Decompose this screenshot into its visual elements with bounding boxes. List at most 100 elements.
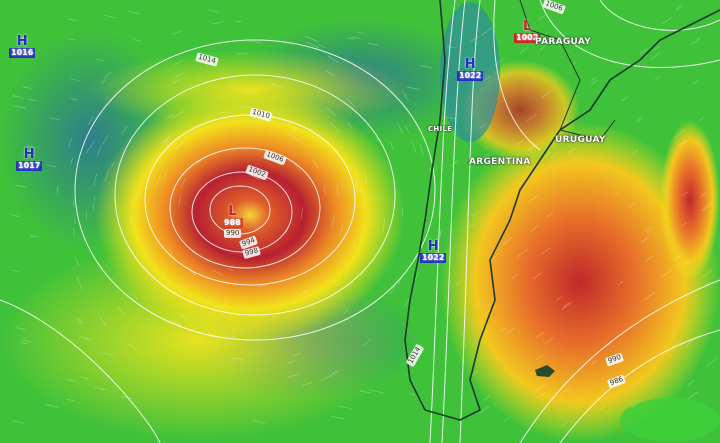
wind-streak (500, 327, 507, 332)
wind-streak (319, 44, 326, 49)
wind-streak (674, 129, 686, 138)
wind-streak (415, 270, 420, 280)
wind-streak (674, 255, 681, 261)
wind-streak (28, 98, 37, 102)
wind-streak (472, 370, 479, 376)
wind-streak (121, 396, 133, 399)
wind-streak (188, 268, 196, 276)
wind-streak (390, 284, 396, 295)
pressure-value: 1022 (420, 253, 447, 263)
wind-streak (644, 292, 655, 301)
wind-streak (327, 55, 339, 63)
wind-streak (96, 146, 102, 156)
wind-streak (196, 157, 204, 164)
border-paraguay (519, 0, 581, 131)
wind-streak (305, 35, 319, 42)
wind-streak (338, 405, 351, 409)
wind-streak (287, 374, 300, 378)
wind-streak (674, 5, 682, 12)
wind-streak (103, 352, 115, 356)
wind-streak (493, 58, 505, 67)
low-pressure-marker: L 988 (222, 205, 243, 228)
wind-streak (363, 171, 368, 184)
wind-streak (76, 317, 81, 325)
wind-streak (93, 196, 95, 211)
wind-streak (30, 235, 39, 238)
pressure-type: H (427, 239, 439, 254)
wind-streak (591, 76, 597, 82)
wind-streak (389, 141, 394, 149)
wind-streak (15, 327, 26, 330)
wind-streak (631, 149, 639, 155)
wind-streak (86, 147, 90, 155)
wind-streak (56, 185, 59, 193)
pressure-type: L (522, 19, 532, 34)
wind-streak (455, 280, 463, 286)
wind-streak (678, 140, 687, 147)
wind-streak (560, 387, 570, 395)
wind-streak (65, 398, 74, 401)
wind-streak (528, 195, 538, 202)
country-label-argentina: ARGENTINA (469, 157, 531, 167)
wind-streak (645, 255, 653, 262)
wind-streak (166, 113, 175, 120)
wind-streak (330, 415, 345, 420)
wind-streak (644, 225, 652, 233)
wind-streak (67, 138, 73, 148)
wind-streak (287, 122, 298, 130)
wind-streak (117, 306, 126, 317)
wind-streak (567, 147, 576, 154)
wind-streak (178, 196, 182, 207)
wind-streak (49, 117, 60, 121)
wind-streak (639, 48, 648, 55)
wind-streak (94, 387, 106, 391)
wind-streak (10, 214, 20, 217)
wind-streak (475, 301, 482, 307)
wind-streak (93, 173, 98, 187)
wind-streak (446, 45, 457, 49)
wind-streak (363, 338, 371, 346)
country-label-uruguay: URUGUAY (555, 135, 606, 145)
wind-streak (230, 357, 245, 360)
wind-streak (480, 123, 487, 129)
wind-streak (173, 60, 182, 65)
wind-streak (397, 122, 404, 135)
wind-streak (70, 158, 73, 165)
wind-streak (278, 118, 289, 125)
border-uruguay (559, 119, 616, 141)
wind-streak (12, 105, 27, 109)
wind-streak (561, 421, 567, 427)
wind-streak (561, 301, 573, 310)
pressure-value: 988 (222, 218, 243, 228)
wind-streak (562, 302, 570, 308)
wind-streak (133, 39, 142, 42)
pressure-type: H (23, 147, 35, 162)
wind-streak (359, 390, 371, 394)
wind-streak (690, 37, 701, 46)
wind-streak (199, 331, 212, 337)
wind-streak (298, 289, 309, 297)
wind-streak (536, 383, 546, 391)
high-pressure-marker: H 1022 (420, 239, 447, 263)
wind-streak (214, 305, 225, 310)
wind-streak (527, 143, 539, 153)
wind-streak (331, 214, 335, 228)
wind-streak (517, 140, 523, 145)
wind-streak (701, 202, 714, 211)
wind-streak (411, 140, 417, 153)
wind-streak (162, 134, 172, 144)
wind-streak (382, 218, 386, 232)
pressure-value: 1016 (9, 48, 36, 58)
wind-streak (339, 223, 344, 236)
wind-streak (64, 378, 76, 382)
wind-streak (653, 45, 660, 51)
wind-streak (104, 71, 111, 79)
wind-streak (271, 83, 283, 88)
wind-streak (87, 116, 94, 125)
wind-streak (163, 136, 171, 144)
wind-streak (546, 212, 554, 218)
wind-streak (287, 361, 295, 364)
wind-streak (601, 341, 612, 350)
wind-streak (67, 18, 78, 22)
